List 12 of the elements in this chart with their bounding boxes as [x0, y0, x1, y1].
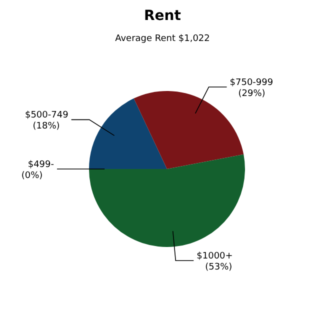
data-label: (18%) [32, 122, 60, 132]
pie-slice [89, 98, 167, 169]
chart-subtitle: Average Rent $1,022 [114, 34, 211, 44]
slice-label: $500-749 [24, 110, 69, 121]
slice-label: $1000+ [196, 252, 233, 262]
data-label: (29%) [238, 89, 266, 100]
category-label: $499- [28, 160, 54, 170]
data-label: (53%) [205, 262, 232, 273]
chart-title: Rent [143, 8, 182, 24]
pie-slice [89, 154, 245, 247]
slice-label: $750-999 [230, 78, 274, 88]
text: (0%) [21, 171, 43, 181]
